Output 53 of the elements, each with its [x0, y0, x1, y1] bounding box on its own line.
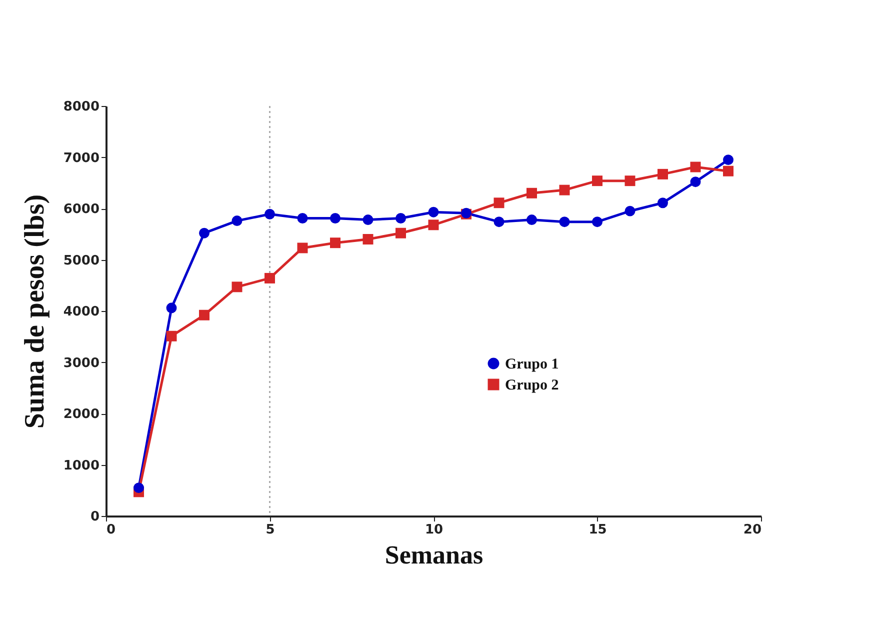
point — [690, 176, 701, 188]
point — [723, 166, 734, 176]
x-tick-label: 5 — [266, 522, 275, 538]
point — [428, 206, 439, 218]
point — [624, 176, 636, 186]
point — [658, 198, 668, 208]
point — [166, 330, 177, 342]
y-tick-label: 0 — [90, 510, 100, 524]
x-tick-label: 20 — [743, 522, 762, 538]
y-tick-label: 3000 — [63, 356, 100, 371]
point — [396, 213, 406, 224]
legend-label: Grupo 2 — [505, 378, 559, 394]
point — [592, 216, 602, 228]
point — [494, 198, 504, 208]
legend-label: Grupo 1 — [505, 356, 559, 372]
point — [592, 176, 602, 186]
point — [199, 310, 210, 320]
point — [526, 188, 537, 198]
x-axis-title: Semanas — [384, 540, 484, 570]
point — [396, 228, 406, 238]
x-tick-label: 15 — [588, 522, 607, 538]
point — [723, 154, 734, 166]
point — [199, 228, 210, 238]
y-tick-label: 6000 — [63, 202, 100, 217]
point — [330, 238, 340, 248]
point — [297, 213, 308, 224]
point — [362, 234, 374, 244]
point — [166, 302, 177, 314]
y-axis-title: Suma de pesos (lbs) — [19, 194, 50, 429]
point — [494, 216, 504, 228]
x-tick-label: 10 — [424, 522, 444, 538]
point — [658, 168, 668, 180]
y-tick-label: 1000 — [63, 458, 100, 474]
y-tick-label: 5000 — [63, 253, 100, 268]
point — [559, 216, 570, 228]
y-tick-label: 2000 — [63, 407, 100, 422]
point — [526, 214, 537, 226]
point — [330, 213, 340, 224]
point — [362, 214, 374, 226]
point — [232, 282, 242, 292]
y-tick-label: 7000 — [63, 150, 100, 166]
point — [134, 482, 144, 494]
point — [690, 162, 701, 172]
x-tick-label: 0 — [106, 522, 116, 538]
point — [428, 220, 439, 230]
point — [297, 242, 308, 254]
point — [264, 208, 275, 220]
point — [559, 184, 570, 196]
y-tick-label: 8000 — [63, 100, 100, 114]
point — [264, 272, 275, 284]
y-tick-label: 4000 — [63, 304, 100, 320]
point — [624, 206, 636, 216]
point — [232, 216, 242, 226]
